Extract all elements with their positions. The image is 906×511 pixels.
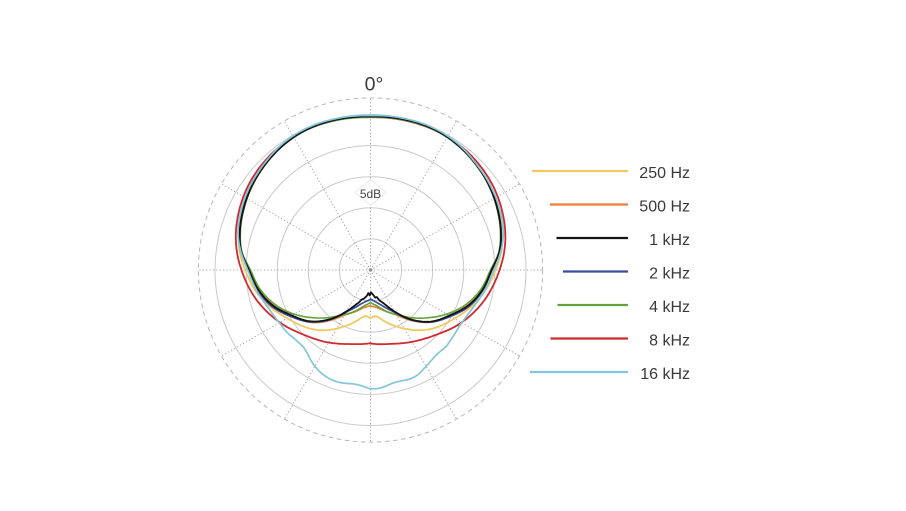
- svg-text:4 kHz: 4 kHz: [649, 299, 690, 316]
- svg-text:8 kHz: 8 kHz: [649, 332, 690, 349]
- svg-text:5dB: 5dB: [360, 187, 381, 201]
- svg-text:250 Hz: 250 Hz: [639, 165, 690, 182]
- svg-text:1 kHz: 1 kHz: [649, 232, 690, 249]
- svg-text:2 kHz: 2 kHz: [649, 265, 690, 282]
- svg-text:0°: 0°: [365, 74, 384, 96]
- svg-text:16 kHz: 16 kHz: [640, 366, 690, 383]
- svg-text:500 Hz: 500 Hz: [639, 198, 690, 215]
